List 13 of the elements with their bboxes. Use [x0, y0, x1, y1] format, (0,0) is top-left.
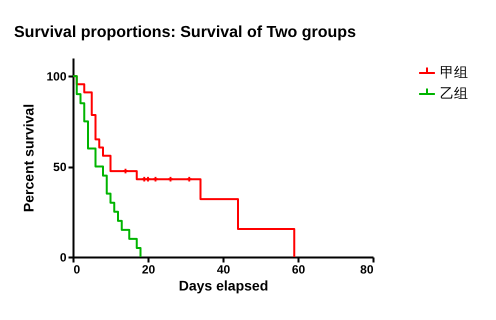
legend-label: 乙组	[440, 85, 468, 101]
y-tick-label: 100	[46, 70, 67, 84]
x-tick-label: 80	[360, 262, 374, 276]
legend-label: 甲组	[440, 64, 468, 80]
x-tick-label: 20	[142, 262, 156, 276]
x-tick-label: 40	[216, 262, 230, 276]
y-tick-label: 0	[60, 250, 67, 264]
chart-title: Survival proportions: Survival of Two groups	[14, 24, 356, 41]
x-axis-title: Days elapsed	[178, 278, 268, 294]
y-axis-title: Percent survival	[20, 104, 36, 212]
x-tick-label: 60	[292, 262, 306, 276]
y-tick-label: 50	[53, 160, 67, 174]
x-tick-label: 0	[74, 262, 80, 276]
